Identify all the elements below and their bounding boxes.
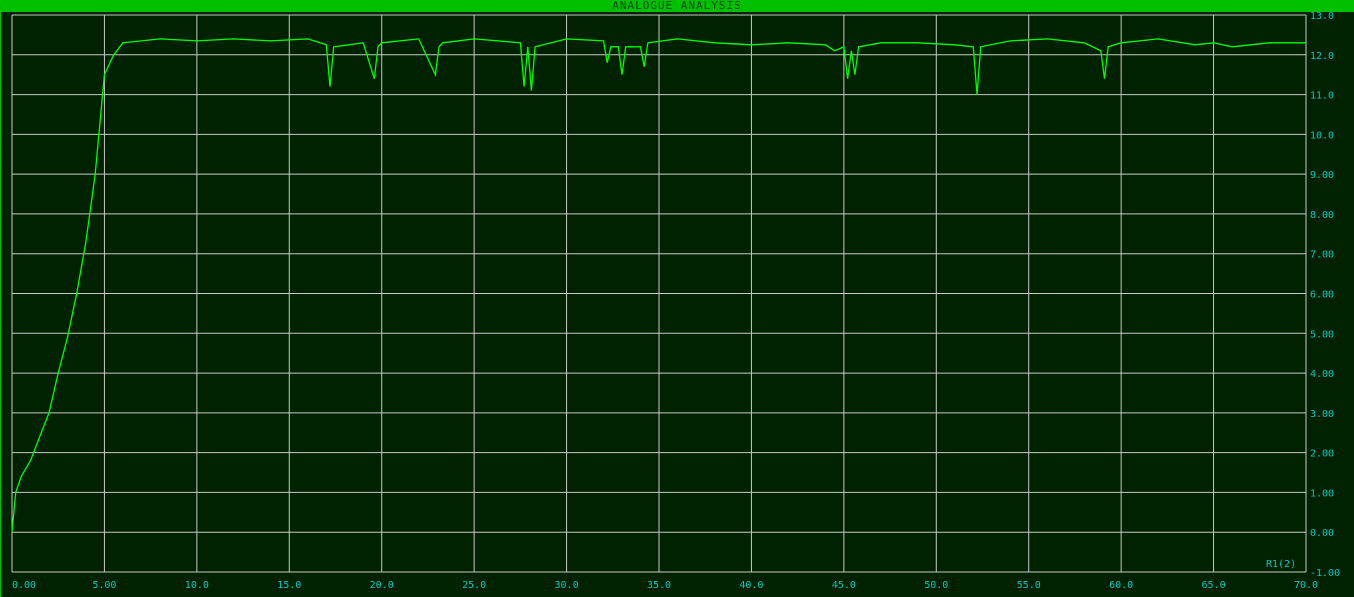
y-axis-ticks: -1.00 0.00 1.00 2.00 3.00 4.00 5.00 6.00 7.00 8.0… [1310, 12, 1340, 579]
y-tick-label: 8.00 [1310, 210, 1334, 221]
y-tick-label: 0.00 [1310, 528, 1334, 539]
plot-frame: 0.00 5.00 10.0 15.0 20.0 25.0 30.0 35.0 40.0 45.0… [0, 12, 1354, 597]
y-tick-label: 4.00 [1310, 369, 1334, 380]
y-tick-label: 3.00 [1310, 409, 1334, 420]
y-tick-label: -1.00 [1310, 568, 1340, 579]
x-tick-label: 70.0 [1294, 580, 1318, 591]
grid-lines [12, 15, 1306, 572]
analogue-chart[interactable]: 0.00 5.00 10.0 15.0 20.0 25.0 30.0 35.0 40.0 45.0… [1, 12, 1354, 597]
y-tick-label: 13.0 [1310, 12, 1334, 22]
x-tick-label: 0.00 [12, 580, 36, 591]
x-tick-label: 5.00 [92, 580, 116, 591]
window-title: ANALOGUE ANALYSIS [0, 0, 1354, 12]
x-tick-label: 45.0 [832, 580, 856, 591]
y-tick-label: 2.00 [1310, 449, 1334, 460]
x-tick-label: 55.0 [1017, 580, 1041, 591]
x-tick-label: 50.0 [924, 580, 948, 591]
x-tick-label: 35.0 [647, 580, 671, 591]
x-tick-label: 15.0 [277, 580, 301, 591]
x-tick-label: 40.0 [739, 580, 763, 591]
x-tick-label: 60.0 [1109, 580, 1133, 591]
y-tick-label: 7.00 [1310, 250, 1334, 261]
series-label: R1(2) [1266, 559, 1296, 570]
x-tick-label: 25.0 [462, 580, 486, 591]
y-tick-label: 6.00 [1310, 290, 1334, 301]
x-tick-label: 10.0 [185, 580, 209, 591]
y-tick-label: 1.00 [1310, 488, 1334, 499]
x-tick-label: 30.0 [555, 580, 579, 591]
y-tick-label: 11.0 [1310, 91, 1334, 102]
y-tick-label: 12.0 [1310, 51, 1334, 62]
x-axis-ticks: 0.00 5.00 10.0 15.0 20.0 25.0 30.0 35.0 40.0 45.0… [12, 580, 1318, 591]
y-tick-label: 10.0 [1310, 130, 1334, 141]
x-tick-label: 20.0 [370, 580, 394, 591]
x-tick-label: 65.0 [1202, 580, 1226, 591]
y-tick-label: 5.00 [1310, 329, 1334, 340]
y-tick-label: 9.00 [1310, 170, 1334, 181]
